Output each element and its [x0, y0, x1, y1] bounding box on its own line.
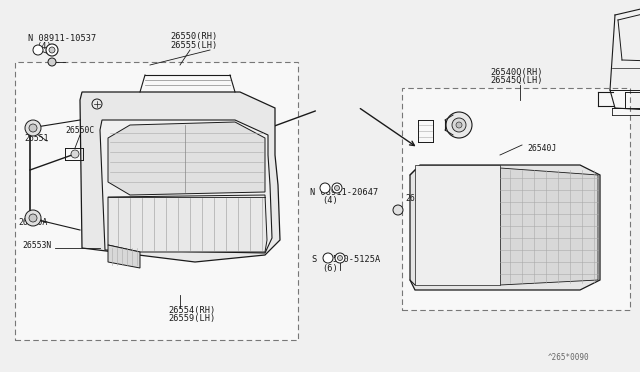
Circle shape	[323, 253, 333, 263]
Text: 26553N: 26553N	[22, 241, 51, 250]
Text: 26545Q(LH): 26545Q(LH)	[490, 76, 543, 84]
Text: 26540Q(RH): 26540Q(RH)	[490, 67, 543, 77]
Text: (4): (4)	[322, 196, 338, 205]
Circle shape	[49, 47, 55, 53]
Circle shape	[452, 118, 466, 132]
Circle shape	[29, 124, 37, 132]
Text: 26543M: 26543M	[405, 193, 435, 202]
Text: ^265*0090: ^265*0090	[548, 353, 589, 362]
Text: S 08510-5125A: S 08510-5125A	[312, 256, 380, 264]
Polygon shape	[100, 120, 272, 253]
Text: 26551: 26551	[24, 134, 49, 142]
Text: N 08911-20647: N 08911-20647	[310, 187, 378, 196]
Circle shape	[92, 99, 102, 109]
Polygon shape	[108, 245, 140, 268]
Circle shape	[29, 214, 37, 222]
Circle shape	[332, 183, 342, 193]
Text: N: N	[35, 48, 41, 52]
Text: N 08911-10537: N 08911-10537	[28, 33, 96, 42]
Circle shape	[33, 45, 43, 55]
Text: N: N	[323, 186, 328, 190]
Circle shape	[335, 253, 345, 263]
Polygon shape	[108, 122, 265, 195]
Text: 26540J: 26540J	[527, 144, 556, 153]
Text: 26555(LH): 26555(LH)	[170, 41, 217, 49]
Circle shape	[46, 44, 58, 56]
Text: 26559(LH): 26559(LH)	[168, 314, 215, 324]
Circle shape	[335, 186, 339, 190]
Circle shape	[337, 256, 342, 260]
Text: S: S	[326, 256, 330, 260]
Text: 26550(RH): 26550(RH)	[170, 32, 217, 41]
Circle shape	[25, 210, 41, 226]
Text: 26550C: 26550C	[65, 125, 94, 135]
Polygon shape	[108, 195, 267, 252]
FancyBboxPatch shape	[402, 88, 630, 310]
Polygon shape	[500, 168, 598, 285]
Text: (4): (4)	[36, 42, 52, 51]
Circle shape	[48, 58, 56, 66]
Text: 26554(RH): 26554(RH)	[168, 305, 215, 314]
Circle shape	[456, 122, 462, 128]
Text: 26550A: 26550A	[18, 218, 47, 227]
Circle shape	[446, 112, 472, 138]
Text: (6): (6)	[322, 263, 338, 273]
FancyBboxPatch shape	[15, 62, 298, 340]
Polygon shape	[80, 92, 280, 262]
Circle shape	[25, 120, 41, 136]
Polygon shape	[410, 165, 600, 290]
Circle shape	[71, 150, 79, 158]
Circle shape	[320, 183, 330, 193]
Bar	[415, 165, 500, 285]
Circle shape	[393, 205, 403, 215]
